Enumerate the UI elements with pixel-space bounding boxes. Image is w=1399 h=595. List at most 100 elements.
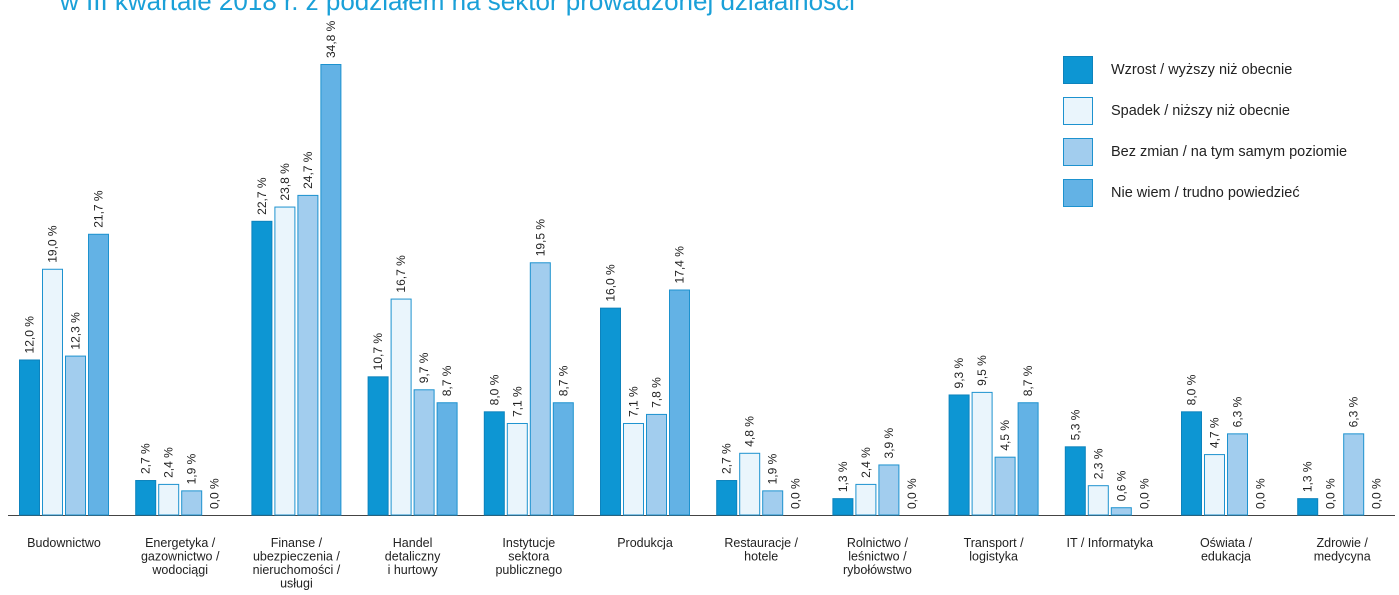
category-label: ubezpieczenia / [253,550,340,564]
bar [1297,498,1319,516]
data-label: 9,5 % [975,355,989,386]
bar [1087,485,1109,516]
data-label: 19,5 % [533,219,547,257]
data-label: 10,7 % [371,333,385,371]
category-label: Produkcja [617,536,673,550]
legend-swatch-wzrost [1063,56,1093,84]
bar [65,355,86,516]
category-label: logistyka [969,550,1018,564]
legend-swatch-spadek [1063,97,1093,125]
data-label: 12,0 % [23,316,37,354]
category-label: leśnictwo / [848,550,907,564]
bar [274,206,296,516]
data-label: 3,9 % [882,427,896,458]
bar [158,483,180,516]
bar [483,411,505,516]
data-label: 7,1 % [510,386,524,417]
legend-swatch-nie-wiem [1063,179,1093,207]
bar [88,233,109,516]
bar [367,376,389,516]
bar [135,480,157,516]
data-label: 4,8 % [743,416,757,447]
data-label: 9,7 % [417,352,431,383]
data-label: 8,0 % [1185,374,1199,405]
chart-title: w III kwartale 2018 r. z podziałem na se… [60,0,855,16]
legend-item: Wzrost / wyższy niż obecnie [1063,56,1347,84]
bar [181,490,203,516]
bar [1017,402,1039,516]
data-label: 6,3 % [1347,396,1361,427]
bar [42,268,63,516]
bar [251,220,273,516]
data-label: 8,7 % [556,365,570,396]
legend-label: Spadek / niższy niż obecnie [1111,103,1290,119]
category-label: Restauracje / [724,536,798,550]
bar [646,413,667,516]
bar [1064,446,1086,516]
category-label: gazownictwo / [141,550,220,564]
category-label: Instytucje [502,536,555,550]
bar [1181,411,1202,516]
bar [1110,507,1132,516]
category-label: edukacja [1201,550,1251,564]
category-label: IT / Informatyka [1066,536,1153,550]
bar [436,402,458,516]
data-label: 0,0 % [1254,478,1268,509]
bar [297,194,319,516]
data-label: 21,7 % [92,190,106,228]
data-label: 8,7 % [440,365,454,396]
data-label: 2,7 % [720,443,734,474]
category-label: Finanse / [271,536,323,550]
data-label: 8,7 % [1021,365,1035,396]
category-label: rybołówstwo [843,563,912,577]
data-label: 0,6 % [1114,470,1128,501]
bar [552,402,574,516]
data-label: 2,7 % [139,443,153,474]
bar [506,422,528,516]
category-label: Energetyka / [145,536,216,550]
data-label: 2,4 % [162,447,176,478]
bar [390,298,412,516]
category-label: Zdrowie / [1316,536,1368,550]
data-label: 6,3 % [1231,396,1245,427]
bar [529,262,551,516]
bar [600,307,621,516]
category-label: medycyna [1314,550,1371,564]
legend-item: Spadek / niższy niż obecnie [1063,97,1347,125]
legend-label: Bez zmian / na tym samym poziomie [1111,144,1348,160]
data-label: 19,0 % [46,225,60,263]
category-label: Handel [393,536,433,550]
bar [623,422,644,516]
bar [878,464,900,516]
category-label: publicznego [495,563,562,577]
data-label: 0,0 % [1370,478,1384,509]
data-label: 7,8 % [650,377,664,408]
data-label: 1,3 % [836,461,850,492]
data-label: 8,0 % [487,374,501,405]
data-label: 5,3 % [1068,409,1082,440]
category-label: usługi [280,577,313,591]
data-label: 0,0 % [789,478,803,509]
data-label: 1,9 % [185,453,199,484]
legend-label: Wzrost / wyższy niż obecnie [1111,62,1293,78]
bar [948,394,970,516]
data-label: 2,3 % [1091,448,1105,479]
data-label: 0,0 % [208,478,222,509]
category-label: sektora [508,550,549,564]
category-label: Rolnictwo / [847,536,909,550]
legend: Wzrost / wyższy niż obecnie Spadek / niż… [1063,56,1347,220]
data-label: 4,5 % [998,420,1012,451]
bar [1343,433,1365,516]
data-label: 1,3 % [1301,461,1315,492]
category-label: wodociągi [151,563,208,577]
data-label: 4,7 % [1208,417,1222,448]
bar [739,452,761,516]
data-label: 9,3 % [952,357,966,388]
category-label: Transport / [964,536,1025,550]
category-label: detaliczny [385,550,441,564]
data-label: 12,3 % [69,312,83,350]
bar [19,359,40,516]
bar [832,498,854,516]
bar [320,64,342,516]
